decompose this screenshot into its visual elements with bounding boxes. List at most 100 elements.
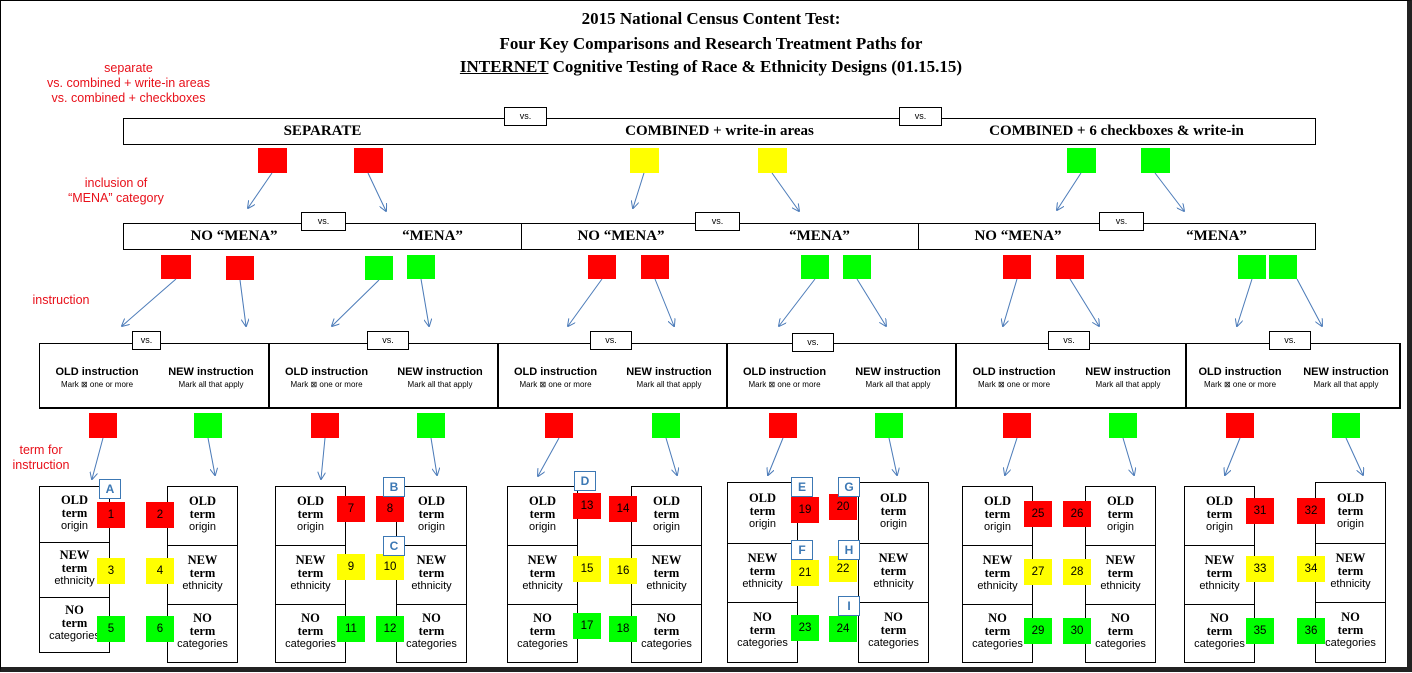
red-marker (641, 255, 669, 279)
note-comparison: separate vs. combined + write-in areas v… (16, 61, 241, 106)
term-divider (508, 545, 577, 547)
no-mena-label: NO “MENA” (190, 228, 278, 244)
term-bold: term (1206, 623, 1233, 638)
old-instruction-sub: Mark ⊠ one or more (290, 380, 363, 389)
term-cell: NO term categories (40, 603, 109, 643)
new-instruction-sub: Mark all that apply (636, 380, 702, 389)
note-instruction: instruction (32, 293, 90, 307)
new-instruction-label: NEW instruction (1303, 366, 1389, 378)
term-bold: term (297, 623, 324, 638)
old-instruction-label: OLD instruction (513, 366, 598, 378)
new-instruction-label: NEW instruction (397, 366, 483, 378)
note-mena: inclusion of “MENA” category (46, 176, 186, 206)
term-cell: NEW term ethnicity (728, 551, 797, 591)
term-bold: term (418, 565, 445, 580)
new-instruction-label: NEW instruction (855, 366, 941, 378)
path-number: 26 (1063, 501, 1091, 527)
term-plain: ethnicity (182, 579, 223, 592)
term-bold: NEW (1204, 552, 1235, 567)
path-number: 7 (337, 496, 365, 522)
term-column: OLD term origin NEW term ethnicity NO term categ… (396, 486, 467, 663)
path-number: 14 (609, 496, 637, 522)
term-divider (728, 542, 797, 544)
path-letter: E (791, 477, 813, 497)
term-column: OLD term origin NEW term ethnicity NO term categ… (962, 486, 1033, 663)
title-internet: INTERNET (459, 57, 549, 76)
term-bold: term (297, 507, 324, 522)
term-bold: term (653, 623, 680, 638)
green-marker (652, 413, 680, 438)
arrow (768, 437, 784, 475)
term-bold: term (1337, 563, 1364, 578)
path-number: 4 (146, 558, 174, 584)
note-comparison-line-2: vs. combined + write-in areas (47, 76, 210, 90)
term-cell: NO term categories (963, 611, 1032, 651)
new-instruction-label: NEW instruction (1085, 366, 1171, 378)
term-bold: NO (657, 610, 676, 625)
mena-label: “MENA” (402, 228, 463, 244)
old-instruction-label: OLD instruction (1198, 366, 1282, 378)
term-bold: NEW (651, 552, 682, 567)
vs-label: vs. (504, 107, 547, 126)
title-line-3: INTERNET Cognitive Testing of Race & Eth… (331, 57, 1091, 77)
term-column: OLD term origin NEW term ethnicity NO term categ… (275, 486, 346, 663)
note-comparison-line-3: vs. combined + checkboxes (51, 91, 206, 105)
term-bold: NO (1210, 610, 1229, 625)
term-bold: term (1107, 623, 1134, 638)
path-letter: I (838, 596, 860, 616)
arrow (665, 437, 677, 475)
term-bold: term (189, 623, 216, 638)
red-marker (354, 148, 383, 173)
path-letter: B (383, 477, 405, 497)
term-divider (728, 602, 797, 604)
term-divider (397, 603, 466, 605)
arrow (633, 172, 645, 208)
term-divider (1086, 545, 1155, 547)
term-bold: NO (193, 610, 212, 625)
mena-label: “MENA” (1186, 228, 1247, 244)
term-cell: NO term categories (1086, 611, 1155, 651)
term-bold: NO (753, 610, 772, 625)
old-instruction-label: OLD instruction (55, 366, 139, 378)
term-divider (859, 602, 928, 604)
vs-label: vs. (590, 331, 632, 350)
term-cell: OLD term origin (397, 495, 466, 534)
green-marker (417, 413, 445, 438)
term-divider (168, 603, 237, 605)
arrow (321, 437, 325, 479)
term-bold: term (529, 507, 556, 522)
green-marker (1269, 255, 1297, 279)
arrow (122, 278, 177, 326)
term-plain: categories (285, 637, 336, 650)
term-bold: term (749, 503, 776, 518)
term-bold: OLD (417, 494, 446, 509)
path-number: 15 (573, 556, 601, 582)
term-column: OLD term origin NEW term ethnicity NO term categ… (167, 486, 238, 663)
term-bold: term (61, 560, 88, 575)
green-marker (1238, 255, 1266, 279)
term-bold: OLD (652, 494, 681, 509)
term-divider (632, 545, 701, 547)
note-term-line-1: term for (19, 443, 63, 457)
vs-label: vs. (1048, 331, 1090, 350)
term-divider (963, 603, 1032, 605)
title-line-2: Four Key Comparisons and Research Treatm… (499, 34, 923, 53)
arrow (779, 278, 816, 326)
green-marker (1141, 148, 1170, 173)
term-divider (1316, 542, 1385, 544)
path-number: 2 (146, 502, 174, 528)
term-cell: NEW term ethnicity (1086, 553, 1155, 593)
arrow (1003, 278, 1018, 326)
term-bold: term (880, 623, 907, 638)
red-marker (1003, 255, 1031, 279)
term-plain: origin (1206, 521, 1233, 534)
new-instruction-sub: Mark all that apply (178, 380, 244, 389)
term-cell: NEW term ethnicity (397, 552, 466, 593)
path-letter: G (838, 477, 860, 497)
term-cell: NEW term ethnicity (1185, 552, 1254, 593)
path-number: 33 (1246, 556, 1274, 582)
term-bold: NEW (416, 552, 447, 567)
term-bold: NEW (1335, 550, 1366, 565)
green-marker (1109, 413, 1137, 438)
